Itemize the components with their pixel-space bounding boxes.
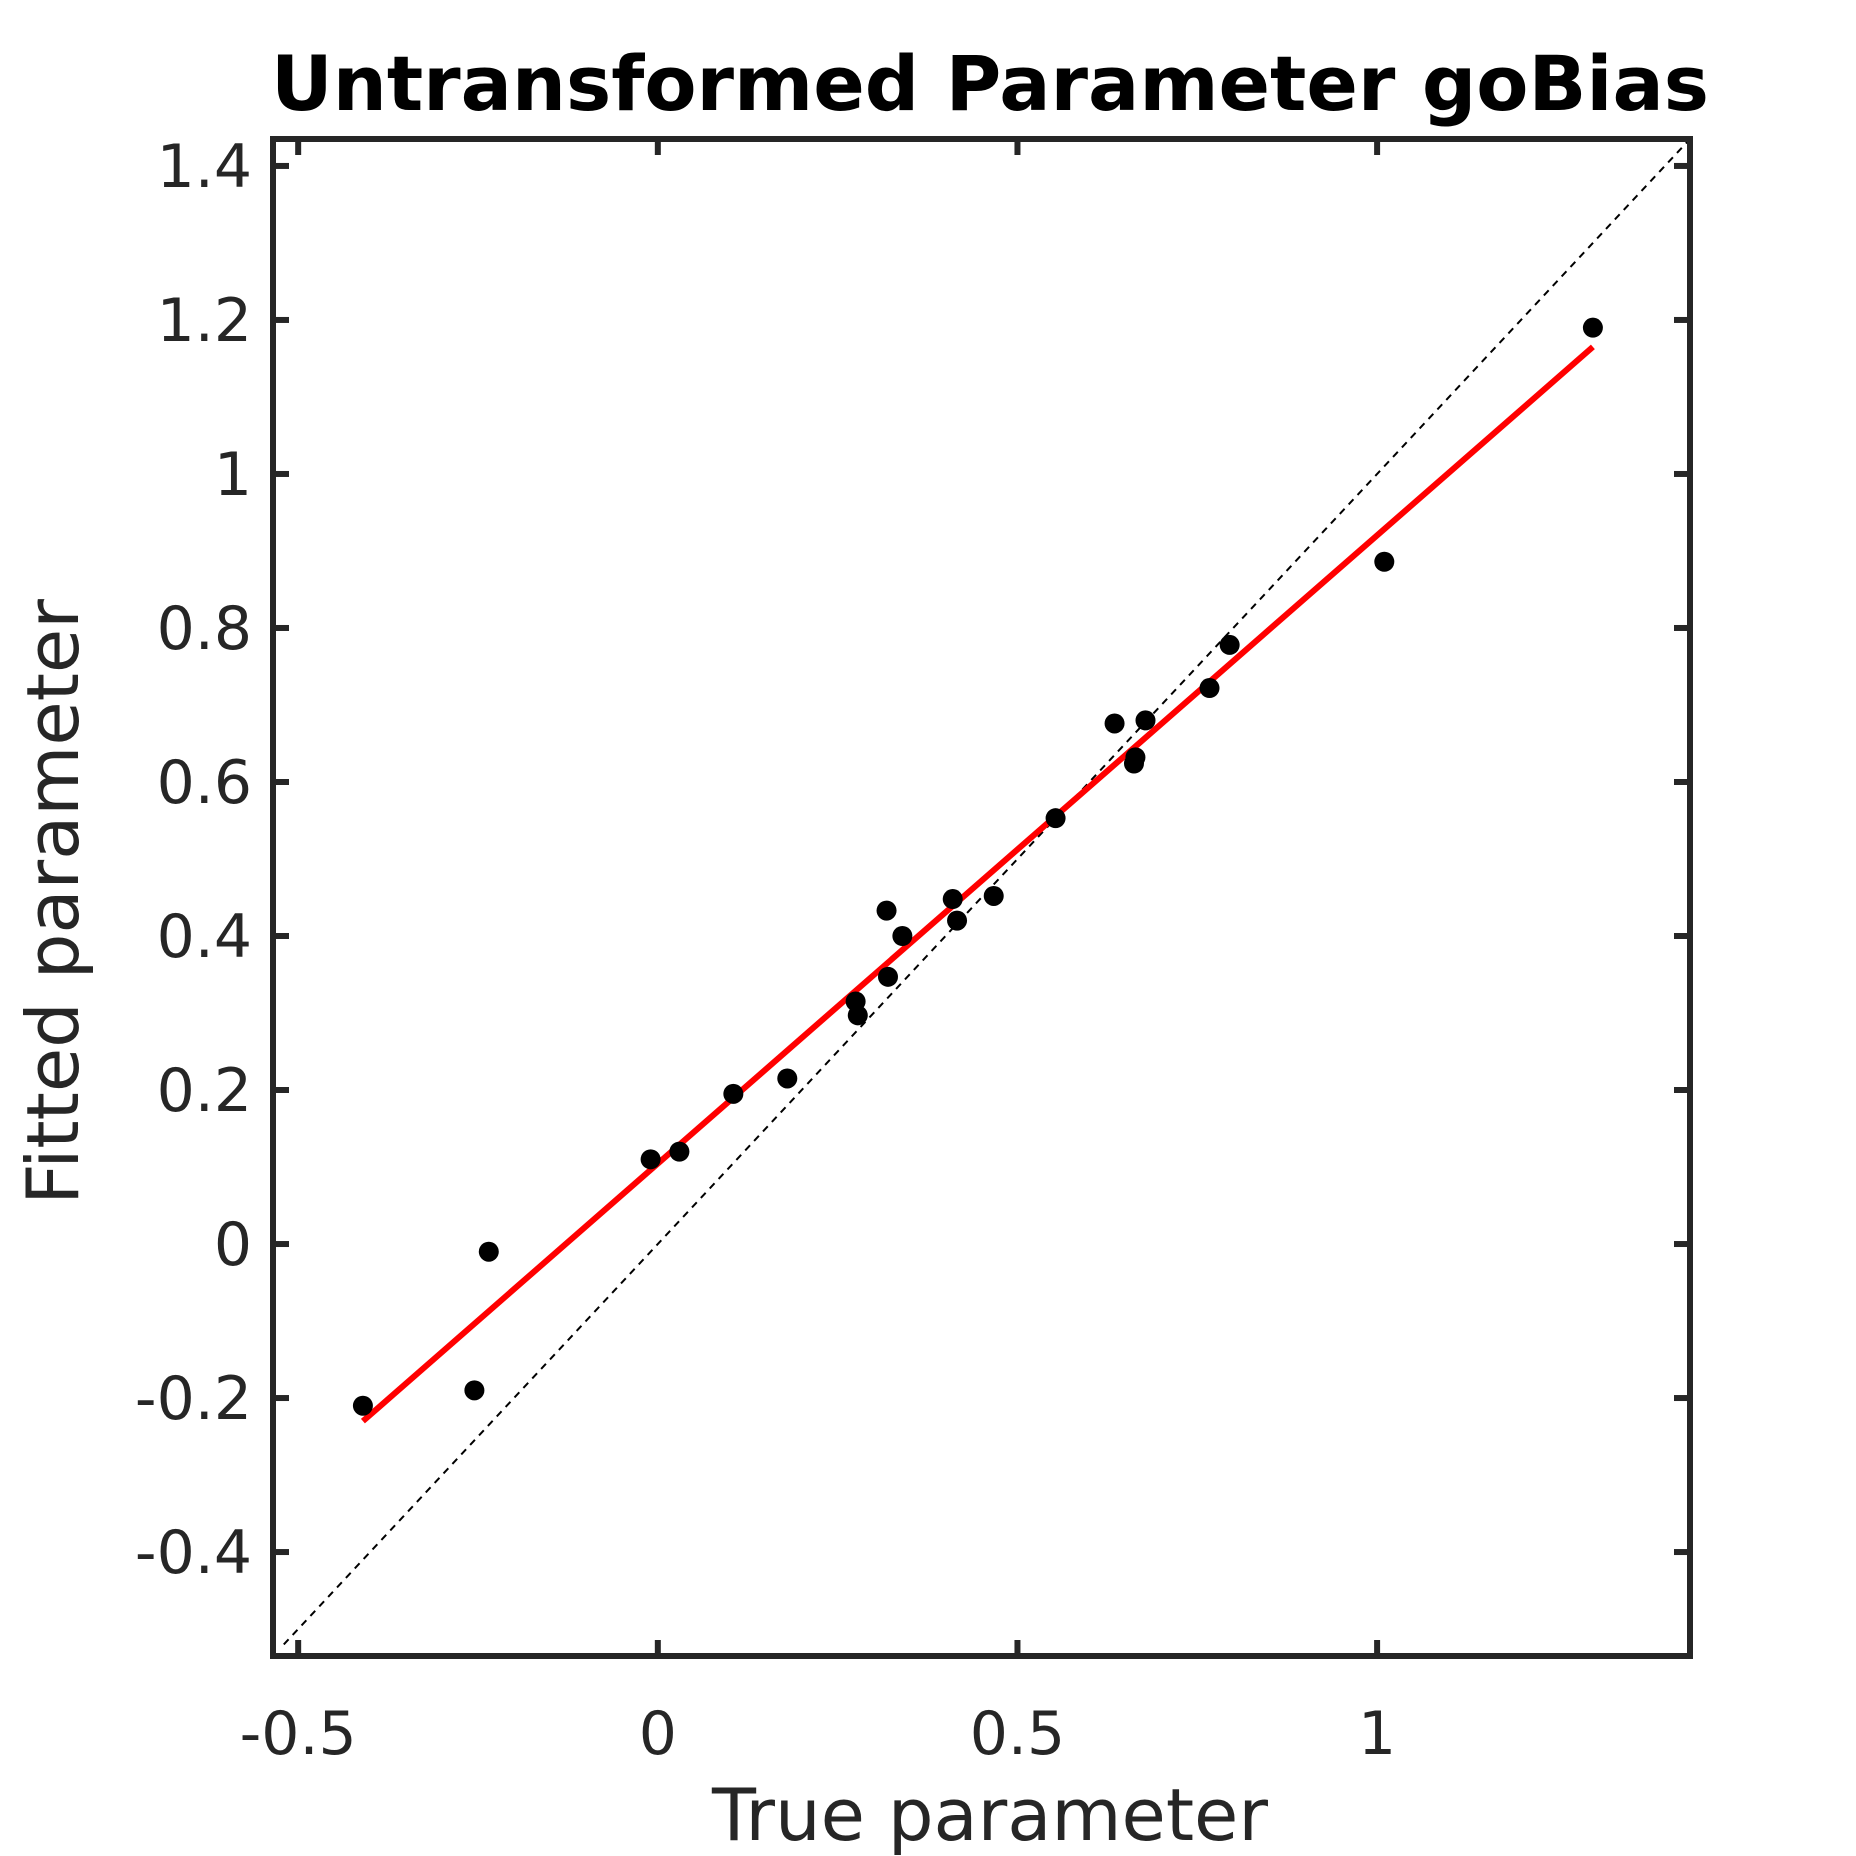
y-axis-label: Fitted parameter bbox=[11, 599, 95, 1205]
y-tick-labels: -0.4 -0.2 0 0.2 0.4 0.6 0.8 1 1.2 1.4 bbox=[135, 132, 252, 1588]
y-tick-label: 0 bbox=[214, 1210, 252, 1280]
y-tick-label: 0.8 bbox=[157, 594, 252, 664]
data-point bbox=[876, 900, 897, 921]
data-point bbox=[1374, 551, 1395, 572]
y-tick-label: 0.6 bbox=[157, 748, 252, 818]
data-point bbox=[942, 889, 963, 910]
data-point bbox=[983, 885, 1004, 906]
data-point bbox=[1582, 317, 1603, 338]
fit-line bbox=[360, 344, 1595, 1424]
data-point bbox=[669, 1141, 690, 1162]
data-point bbox=[352, 1395, 373, 1416]
y-tick-label: 1.4 bbox=[157, 132, 252, 202]
y-tick-label: 1 bbox=[214, 440, 252, 510]
fit-line-layer bbox=[360, 344, 1595, 1424]
data-point bbox=[877, 966, 898, 987]
y-tick-label: 0.2 bbox=[157, 1056, 252, 1126]
x-tick-labels: -0.5 0 0.5 1 bbox=[240, 1699, 1397, 1769]
data-point bbox=[640, 1149, 661, 1170]
x-tick-label: -0.5 bbox=[240, 1699, 357, 1769]
data-point bbox=[777, 1068, 798, 1089]
y-tick-label: 1.2 bbox=[157, 286, 252, 356]
y-tick-label: -0.2 bbox=[135, 1364, 252, 1434]
plot-frame bbox=[270, 136, 1693, 1659]
data-point bbox=[1135, 710, 1156, 731]
data-point bbox=[1219, 634, 1240, 655]
data-point bbox=[723, 1083, 744, 1104]
data-point bbox=[892, 926, 913, 947]
y-tick-label: -0.4 bbox=[135, 1518, 252, 1588]
data-point bbox=[464, 1380, 485, 1401]
chart-title: Untransformed Parameter goBias bbox=[271, 39, 1709, 128]
y-tick-label: 0.4 bbox=[157, 902, 252, 972]
x-tick-label: 1 bbox=[1358, 1699, 1396, 1769]
data-point bbox=[478, 1241, 499, 1262]
data-point bbox=[1125, 747, 1146, 768]
points-layer bbox=[352, 317, 1603, 1416]
x-tick-label: 0.5 bbox=[970, 1699, 1065, 1769]
data-point bbox=[847, 1005, 868, 1026]
data-point bbox=[1104, 713, 1125, 734]
x-axis-label: True parameter bbox=[711, 1773, 1268, 1856]
data-point bbox=[1199, 678, 1220, 699]
data-point bbox=[947, 910, 968, 931]
x-tick-label: 0 bbox=[639, 1699, 677, 1769]
data-point bbox=[1045, 808, 1066, 829]
